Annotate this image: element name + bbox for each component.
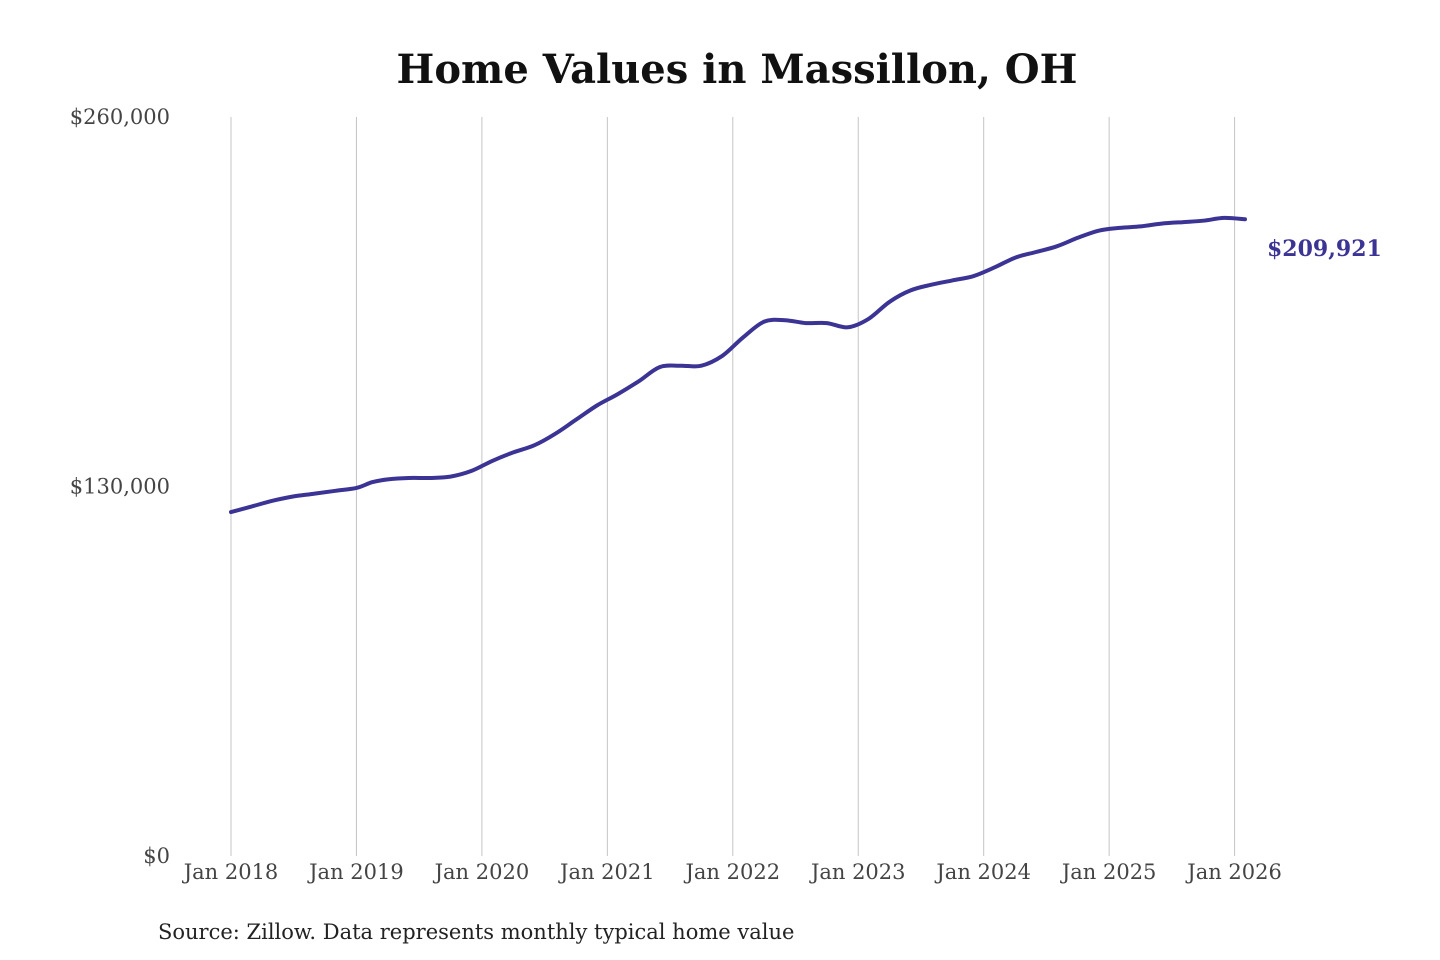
y-tick-label: $130,000 — [70, 475, 170, 499]
gridlines — [230, 117, 1236, 856]
x-tick-label: Jan 2019 — [307, 860, 404, 884]
end-value-label: $209,921 — [1267, 236, 1382, 262]
x-tick-label: Jan 2021 — [558, 860, 655, 884]
x-axis-tick-labels: Jan 2018 Jan 2019 Jan 2020 Jan 2021 Jan 2022… — [182, 860, 1282, 884]
x-tick-label: Jan 2026 — [1185, 860, 1282, 884]
x-tick-label: Jan 2022 — [683, 860, 780, 884]
x-tick-label: Jan 2024 — [934, 860, 1031, 884]
chart-title: Home Values in Massillon, OH — [397, 46, 1078, 93]
x-tick-label: Jan 2020 — [433, 860, 530, 884]
y-axis-tick-labels: $0 $130,000 $260,000 — [70, 105, 170, 868]
x-tick-label: Jan 2018 — [182, 860, 279, 884]
x-tick-label: Jan 2025 — [1060, 860, 1157, 884]
y-tick-label: $260,000 — [70, 105, 170, 129]
source-note: Source: Zillow. Data represents monthly … — [158, 920, 794, 944]
series-layer — [229, 215, 1247, 515]
x-tick-label: Jan 2023 — [809, 860, 906, 884]
series-line — [229, 215, 1247, 515]
y-tick-label: $0 — [143, 844, 170, 868]
